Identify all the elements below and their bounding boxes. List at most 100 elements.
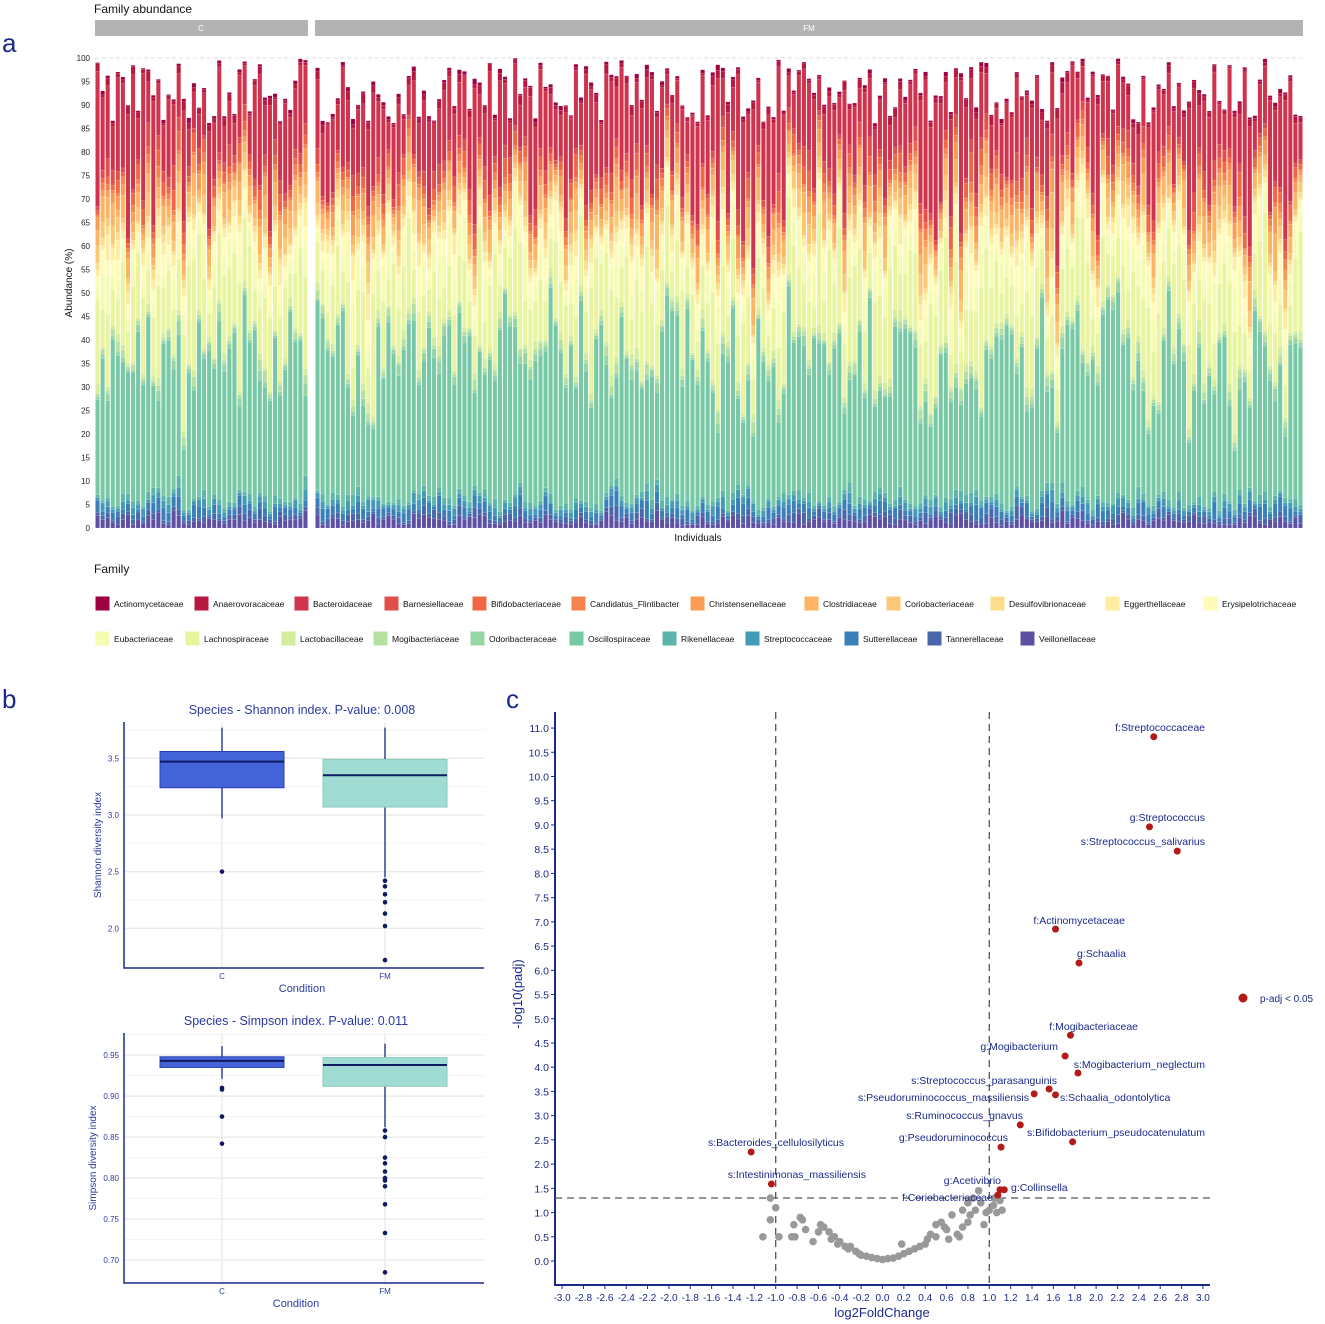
bar-segment-lachnospiraceae <box>477 226 482 345</box>
bar-segment-candidatus_flintibacter <box>791 153 797 157</box>
bar-segment-bifidobacteriaceae <box>989 173 994 191</box>
bar-segment-desulfovibrionaceae <box>386 200 391 204</box>
bar-segment-bifidobacteriaceae <box>1156 163 1161 179</box>
bar-segment-odoribacteraceae <box>806 368 812 375</box>
bar-segment-coriobacteriaceae <box>1131 203 1136 217</box>
bar-segment-eggerthellaceae <box>751 337 756 344</box>
bar-segment-lactobacillaceae <box>923 377 928 384</box>
bar-segment-tannerellaceae <box>211 513 217 520</box>
bar-segment-lactobacillaceae <box>1196 319 1202 332</box>
bar-segment-odoribacteraceae <box>487 355 493 360</box>
bar-segment-actinomycetaceae <box>282 98 288 101</box>
bar-segment-actinomycetaceae <box>350 118 356 125</box>
bar-segment-tannerellaceae <box>811 515 817 520</box>
bar-segment-streptococcaceae <box>252 510 257 514</box>
bar-segment-coriobacteriaceae <box>120 217 126 224</box>
bar-segment-oscillospiraceae <box>1039 297 1045 492</box>
bar-segment-candidatus_flintibacter <box>979 165 984 176</box>
bar-segment-oscillospiraceae <box>791 342 797 491</box>
bar-segment-actinomycetaceae <box>355 104 361 107</box>
bar-segment-coriobacteriaceae <box>247 205 252 213</box>
bar-segment-coriobacteriaceae <box>523 201 528 218</box>
bar-segment-eggerthellaceae <box>953 193 959 205</box>
bar-segment-tannerellaceae <box>452 519 457 525</box>
bar-segment-candidatus_flintibacter <box>1055 288 1060 295</box>
bar-segment-anaerovoracaceae <box>161 123 166 126</box>
bar-segment-barnesiellaceae <box>186 166 192 177</box>
bar-segment-clostridiaceae <box>609 217 614 234</box>
bar-segment-eubacteriaceae <box>452 279 457 316</box>
bar-segment-tannerellaceae <box>842 509 847 520</box>
bar-segment-erysipelotrichaceae <box>675 194 680 211</box>
bar-segment-bifidobacteriaceae <box>1105 156 1111 176</box>
bar-segment-tannerellaceae <box>267 519 273 523</box>
bar-segment-eubacteriaceae <box>695 329 700 342</box>
bar-segment-bifidobacteriaceae <box>781 227 786 233</box>
bar-segment-clostridiaceae <box>614 176 619 212</box>
bar-segment-actinomycetaceae <box>512 58 518 60</box>
bar-segment-anaerovoracaceae <box>206 125 212 132</box>
bar-segment-sutterellaceae <box>320 508 325 522</box>
bar-segment-rikenellaceae <box>695 505 700 510</box>
bar-segment-veillonellaceae <box>659 519 665 529</box>
bar-segment-candidatus_flintibacter <box>1019 202 1025 210</box>
bar-segment-actinomycetaceae <box>1070 61 1075 64</box>
bar-segment-anaerovoracaceae <box>573 67 579 71</box>
bar-segment-coriobacteriaceae <box>908 188 913 205</box>
bar-segment-bacteroidaceae <box>237 74 242 138</box>
bar-segment-rikenellaceae <box>232 502 237 507</box>
bar-segment-candidatus_flintibacter <box>282 207 288 210</box>
bar-segment-candidatus_flintibacter <box>593 181 599 190</box>
bar-segment-desulfovibrionaceae <box>801 235 807 239</box>
bar-segment-oscillospiraceae <box>553 325 558 510</box>
bar-segment-anaerovoracaceae <box>548 86 553 95</box>
bar-segment-lachnospiraceae <box>1110 256 1116 296</box>
bar-segment-oscillospiraceae <box>1044 391 1050 483</box>
bar-segment-anaerovoracaceae <box>135 112 141 119</box>
bar-segment-bacteroidaceae <box>161 125 166 172</box>
bar-segment-bacteroidaceae <box>563 112 569 219</box>
bar-segment-odoribacteraceae <box>786 281 791 287</box>
bar-segment-streptococcaceae <box>842 493 847 500</box>
bar-segment-erysipelotrichaceae <box>125 304 131 321</box>
bar-segment-sutterellaceae <box>140 516 146 522</box>
bar-segment-barnesiellaceae <box>406 114 411 120</box>
bar-segment-anaerovoracaceae <box>528 87 533 97</box>
bar-segment-desulfovibrionaceae <box>100 237 105 246</box>
bar-segment-bacteroidaceae <box>135 117 141 161</box>
bar-segment-rikenellaceae <box>1136 486 1141 500</box>
bar-segment-odoribacteraceae <box>360 398 366 406</box>
bar-segment-clostridiaceae <box>1115 154 1121 168</box>
bar-segment-streptococcaceae <box>345 500 351 511</box>
bar-segment-rikenellaceae <box>146 491 151 500</box>
bar-segment-odoribacteraceae <box>512 318 518 327</box>
bar-segment-eggerthellaceae <box>771 260 776 275</box>
bar-segment-lachnospiraceae <box>277 317 283 382</box>
bar-segment-clostridiaceae <box>583 239 589 251</box>
bar-segment-lactobacillaceae <box>288 297 293 307</box>
bar-segment-sutterellaceae <box>1141 501 1146 517</box>
bar-segment-bifidobacteriaceae <box>558 161 563 171</box>
bar-segment-eggerthellaceae <box>588 248 594 264</box>
bar-segment-sutterellaceae <box>604 499 609 508</box>
bar-segment-candidatus_flintibacter <box>298 172 303 178</box>
bar-segment-erysipelotrichaceae <box>441 238 447 257</box>
bar-segment-veillonellaceae <box>801 524 807 529</box>
bar-segment-eubacteriaceae <box>1181 251 1187 280</box>
bar-segment-actinomycetaceae <box>903 96 908 101</box>
bar-segment-rikenellaceae <box>1065 500 1070 507</box>
bar-segment-eubacteriaceae <box>568 284 574 303</box>
bar-segment-christensenellaceae <box>867 175 873 187</box>
bar-segment-coriobacteriaceae <box>457 182 462 190</box>
bar-segment-bacteroidaceae <box>371 92 376 187</box>
bar-segment-veillonellaceae <box>578 516 584 529</box>
bar-segment-rikenellaceae <box>649 499 655 509</box>
bar-segment-coriobacteriaceae <box>345 198 351 212</box>
bar-segment-actinomycetaceae <box>705 115 710 118</box>
bar-segment-bifidobacteriaceae <box>740 245 746 259</box>
bar-segment-coriobacteriaceae <box>487 252 493 261</box>
bar-segment-actinomycetaceae <box>867 69 873 75</box>
bar-segment-eubacteriaceae <box>181 314 186 335</box>
bar-segment-streptococcaceae <box>1080 496 1085 504</box>
bar-segment-veillonellaceae <box>431 518 437 529</box>
